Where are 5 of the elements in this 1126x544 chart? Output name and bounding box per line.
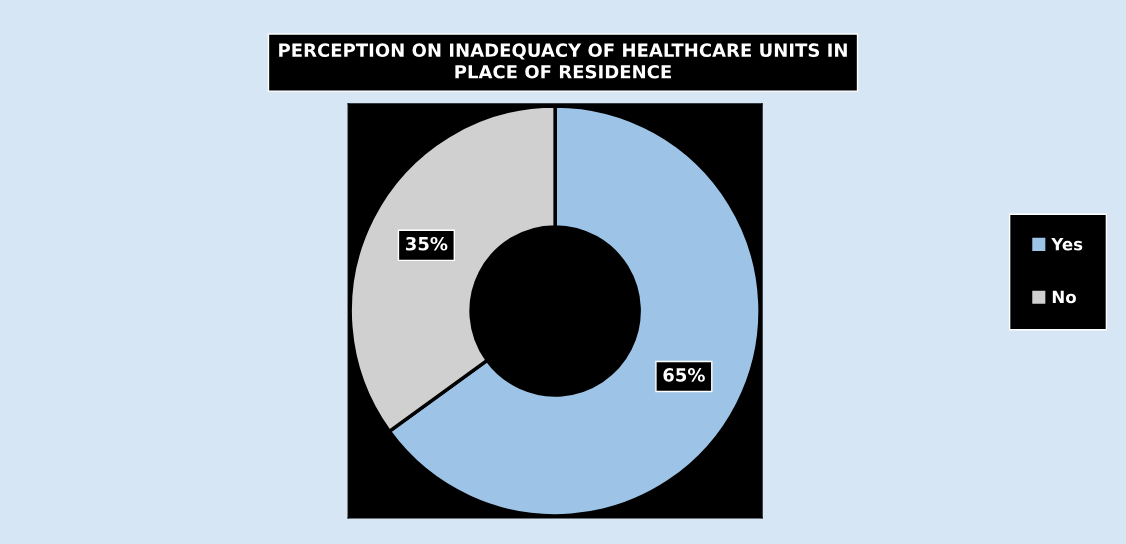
- legend-label: Yes: [1051, 238, 1083, 251]
- data-label: 35%: [405, 236, 448, 251]
- legend-label: No: [1052, 290, 1076, 304]
- chart-title: PERCEPTION ON INADEQUACY OF HEALTHCARE UNITS IN PLACE OF RESIDENCE: [279, 43, 847, 79]
- data-label: 65%: [663, 368, 705, 382]
